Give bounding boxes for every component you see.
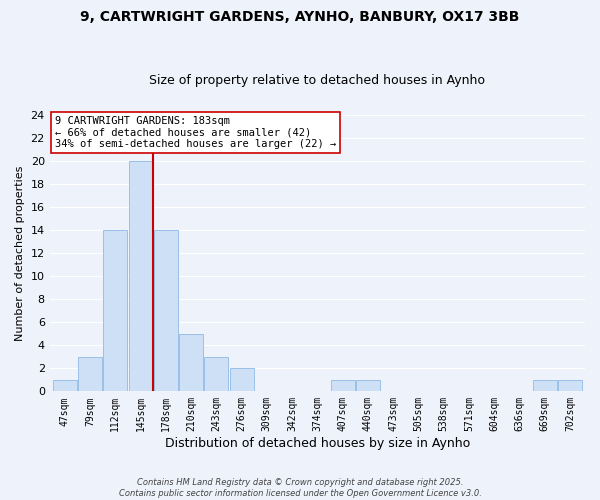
Text: 9 CARTWRIGHT GARDENS: 183sqm
← 66% of detached houses are smaller (42)
34% of se: 9 CARTWRIGHT GARDENS: 183sqm ← 66% of de…: [55, 116, 336, 149]
Text: 9, CARTWRIGHT GARDENS, AYNHO, BANBURY, OX17 3BB: 9, CARTWRIGHT GARDENS, AYNHO, BANBURY, O…: [80, 10, 520, 24]
Bar: [558, 380, 582, 392]
Bar: [533, 380, 557, 392]
Bar: [356, 380, 380, 392]
Bar: [331, 380, 355, 392]
Bar: [205, 356, 229, 392]
Bar: [78, 356, 102, 392]
Title: Size of property relative to detached houses in Aynho: Size of property relative to detached ho…: [149, 74, 485, 87]
Bar: [128, 160, 152, 392]
X-axis label: Distribution of detached houses by size in Aynho: Distribution of detached houses by size …: [165, 437, 470, 450]
Bar: [230, 368, 254, 392]
Y-axis label: Number of detached properties: Number of detached properties: [15, 166, 25, 340]
Text: Contains HM Land Registry data © Crown copyright and database right 2025.
Contai: Contains HM Land Registry data © Crown c…: [119, 478, 481, 498]
Bar: [103, 230, 127, 392]
Bar: [53, 380, 77, 392]
Bar: [179, 334, 203, 392]
Bar: [154, 230, 178, 392]
